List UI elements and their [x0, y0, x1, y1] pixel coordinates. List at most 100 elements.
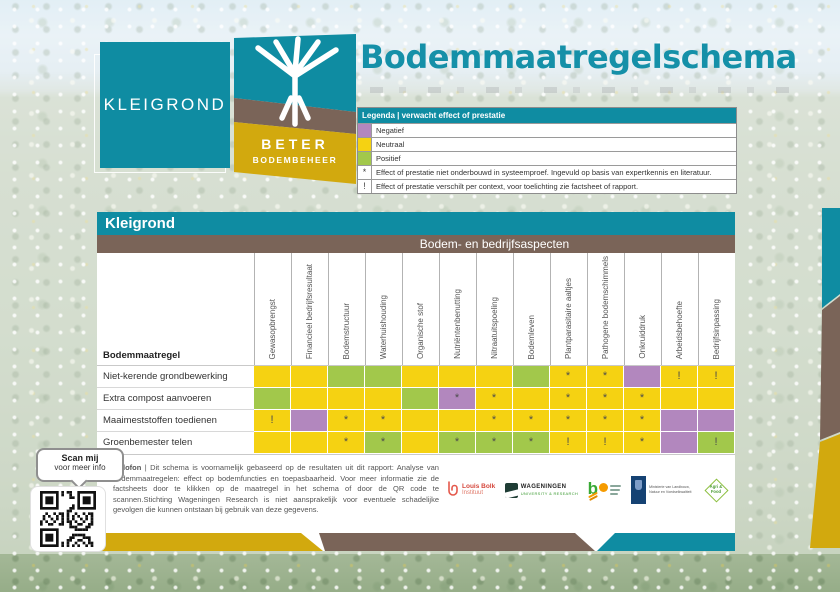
brand-line1: BETER [261, 136, 329, 152]
beter-bodembeheer-bo-logo: b [588, 477, 622, 503]
measure-row-label[interactable]: Groenbemester telen [103, 437, 193, 448]
legend-label: Effect of prestatie verschilt per contex… [376, 182, 639, 191]
legend: Legenda | verwacht effect of prestatie N… [357, 107, 737, 194]
matrix-cell-neutral-asterisk: * [550, 388, 587, 410]
legend-header: Legenda | verwacht effect of prestatie [358, 108, 736, 123]
matrix-cell-neutral [254, 366, 291, 388]
matrix-cell-neutral-asterisk: * [476, 410, 513, 432]
matrix-column-header: Nutriëntenbenutting [439, 253, 476, 365]
matrix-column-header: Arbeidsbehoefte [661, 253, 698, 365]
matrix-cell-neutral [476, 366, 513, 388]
ministerie-line1: Ministerie van Landbouw, [649, 485, 690, 490]
wageningen-line1: WAGENINGEN [520, 483, 567, 490]
scan-bubble-line1: Scan mij [61, 453, 99, 463]
legend-swatch-neutraal [358, 138, 372, 151]
matrix-cell-positive-asterisk: * [365, 432, 402, 454]
schema-panel: Kleigrond Bodem- en bedrijfsaspecten Bod… [97, 212, 735, 551]
aspects-header-bar: Bodem- en bedrijfsaspecten [97, 235, 735, 253]
matrix-cell-neutral [402, 432, 439, 454]
matrix-row: Maaimeststoffen toedienen! * * * * * * * [97, 410, 735, 432]
matrix-cell-neutral [661, 388, 698, 410]
beter-bodembeheer-logo: BETER BODEMBEHEER [234, 34, 356, 192]
matrix-row: Extra compost aanvoeren * * * * * [97, 388, 735, 410]
page-title: Bodemmaatregelschema [360, 38, 797, 76]
matrix-cell-neutral-asterisk: * [587, 410, 624, 432]
matrix-cell-neutral-asterisk: * [365, 410, 402, 432]
matrix-cell-negative [624, 366, 661, 388]
footer-gold-segment [97, 533, 323, 551]
matrix-cell-positive [254, 388, 291, 410]
matrix-column-header: Gewasopbrengst [254, 253, 291, 365]
legend-row-neutraal: Neutraal [358, 137, 736, 151]
matrix-cell-neutral-asterisk: * [513, 410, 550, 432]
matrix-column-label: Waterhuishouding [379, 294, 388, 359]
horizon-buildings [370, 87, 800, 93]
legend-label: Effect of prestatie niet onderbouwd in s… [376, 168, 712, 177]
legend-swatch-positief [358, 152, 372, 165]
qr-code-pattern [40, 491, 96, 547]
matrix-cell-positive [402, 388, 439, 410]
matrix-column-label: Nutriëntenbenutting [453, 289, 462, 359]
ribbon-brown-segment [820, 296, 840, 440]
matrix-cell-neutral-asterisk: * [587, 366, 624, 388]
footer-brown-segment [319, 533, 595, 551]
qr-code [30, 486, 106, 552]
matrix-cell-neutral-asterisk: * [328, 410, 365, 432]
matrix-column-header: Pathogene bodemschimmels [587, 253, 624, 365]
legend-label: Negatief [376, 126, 404, 135]
matrix-column-label: Bodemleven [527, 314, 536, 359]
matrix-cell-negative [661, 432, 698, 454]
beter-bodembeheer-banner [234, 34, 356, 184]
legend-row-asterisk: * Effect of prestatie niet onderbouwd in… [358, 165, 736, 179]
louis-bolk-line1: Louis Bolk [462, 483, 496, 490]
matrix-column-label: Plantparasitaire aaltjes [564, 278, 573, 359]
matrix-column-header: Waterhuishouding [365, 253, 402, 365]
colofon-text: | Dit schema is voornamelijk gebaseerd o… [113, 463, 439, 514]
matrix-cell-negative [698, 410, 735, 432]
matrix-column-label: Organische stof [416, 302, 425, 359]
matrix-cell-negative [291, 410, 328, 432]
ribbon-teal-segment [822, 208, 840, 308]
matrix-cell-neutral-asterisk: * [624, 388, 661, 410]
partner-logos: Louis Bolk Instituut WAGENINGEN UNIVERSI… [445, 468, 731, 512]
kleigrond-logo-text: KLEIGROND [103, 95, 227, 114]
matrix-cell-neutral [254, 432, 291, 454]
matrix-cell-positive [513, 366, 550, 388]
row-header-label: Bodemmaatregel [103, 350, 181, 361]
topsector-line1: Agri & [709, 484, 723, 489]
louis-bolk-icon [448, 481, 458, 496]
legend-row-exclamation: ! Effect of prestatie verschilt per cont… [358, 179, 736, 193]
matrix-cell-positive-exclamation: ! [698, 432, 735, 454]
matrix-cell-positive [365, 366, 402, 388]
kleigrond-logo: KLEIGROND [94, 42, 234, 173]
matrix-cell-neutral-exclamation: ! [550, 432, 587, 454]
kleigrond-logo-square: KLEIGROND [100, 42, 230, 168]
legend-swatch-negatief [358, 124, 372, 137]
brand-line2: BODEMBEHEER [252, 155, 338, 165]
ministerie-crest-icon [635, 480, 643, 490]
right-edge-ribbon [806, 208, 840, 548]
matrix-cell-neutral [291, 432, 328, 454]
bo-orange-dot-icon [598, 483, 608, 492]
wageningen-line2: UNIVERSITY & RESEARCH [520, 490, 579, 496]
panel-footer-bar [97, 533, 735, 551]
measure-row-label[interactable]: Extra compost aanvoeren [97, 388, 254, 410]
louis-bolk-line2: Instituut [462, 490, 484, 496]
matrix-column-header: Bedrijfsinpassing [698, 253, 735, 365]
topsector-line2: Food [710, 488, 722, 494]
scan-bubble: Scan mij voor meer info [36, 448, 124, 490]
legend-label: Neutraal [376, 140, 405, 149]
matrix-cell-positive-asterisk: * [439, 432, 476, 454]
measure-row-label[interactable]: Niet-kerende grondbewerking [97, 366, 254, 388]
matrix-cell-positive-asterisk: * [513, 432, 550, 454]
matrix-cell-neutral-asterisk: * [550, 410, 587, 432]
measure-row-label[interactable]: Maaimeststoffen toedienen [97, 410, 254, 432]
legend-label: Positief [376, 154, 401, 163]
matrix-cell-neutral-exclamation: ! [661, 366, 698, 388]
wageningen-shield-icon [504, 482, 518, 498]
matrix-row: Niet-kerende grondbewerking * *!! [97, 366, 735, 388]
matrix-cell-positive [328, 366, 365, 388]
matrix-cell-neutral [439, 366, 476, 388]
topsector-agri-food-logo: Agri & Food [701, 475, 731, 505]
